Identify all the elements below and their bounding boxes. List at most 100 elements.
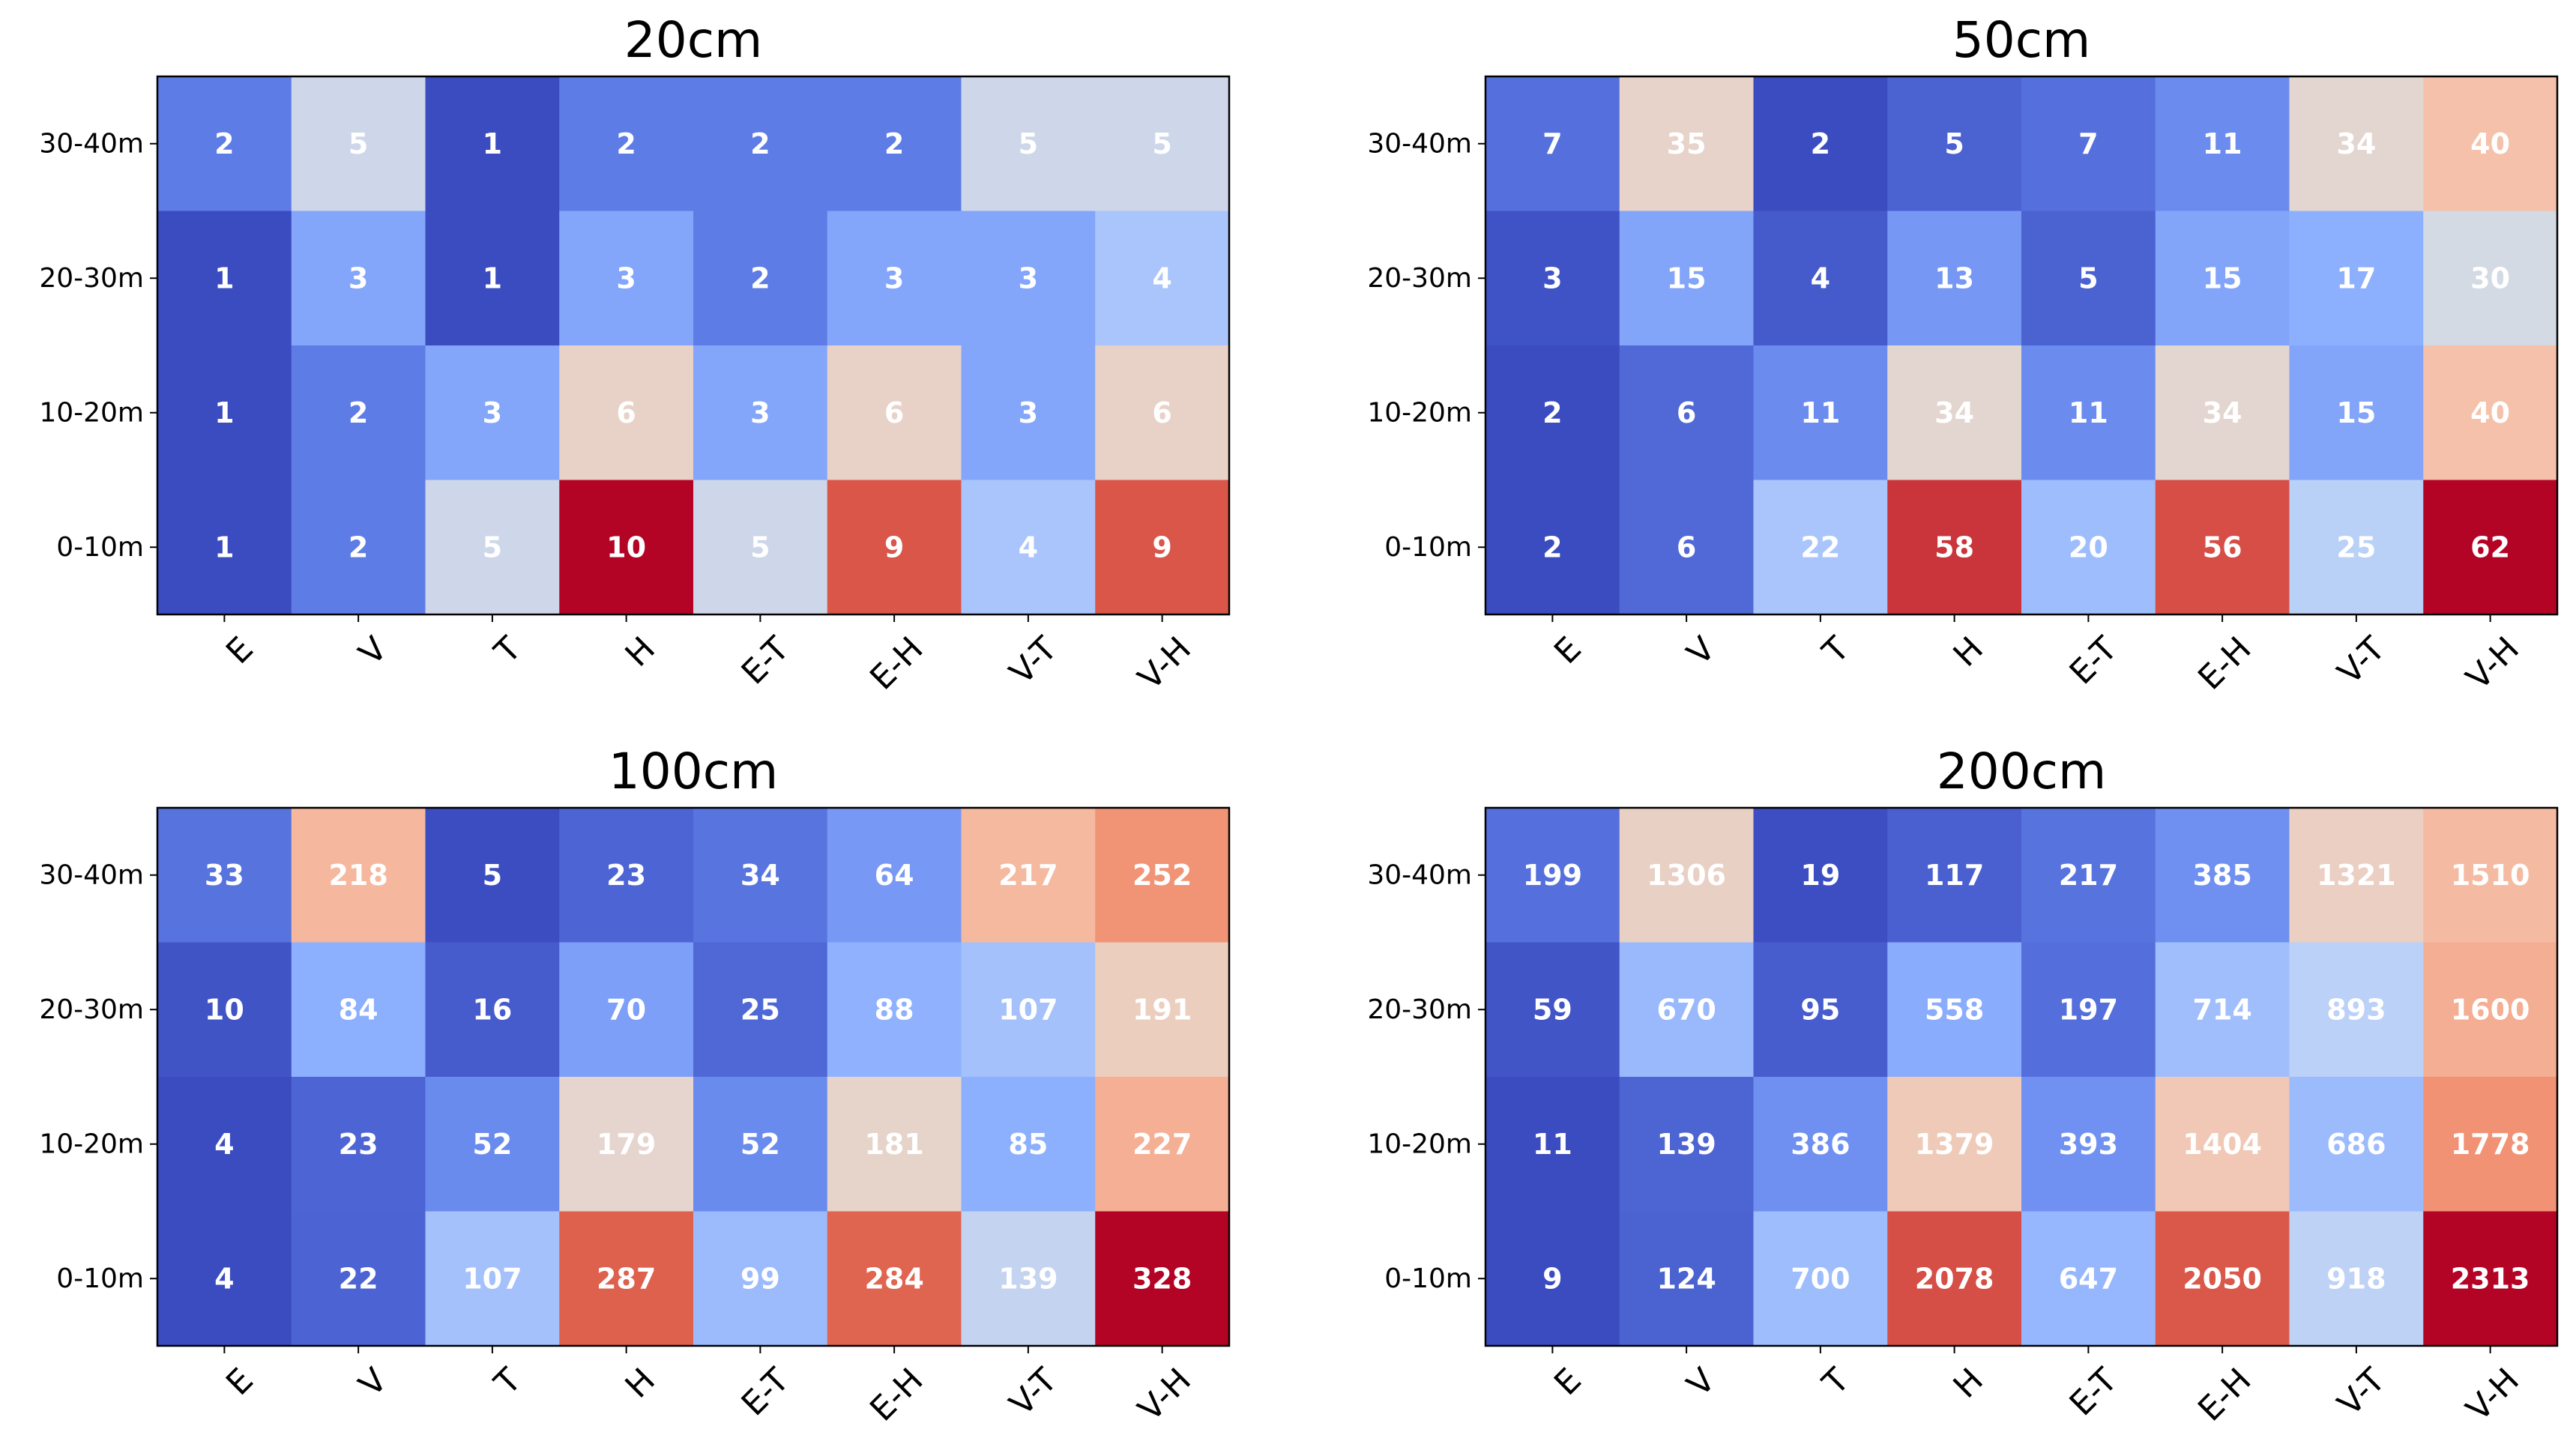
cell-value-label: 3 xyxy=(349,262,368,294)
y-tick-label: 0-10m xyxy=(1384,532,1472,563)
cell-value-label: 15 xyxy=(2203,262,2242,294)
cell-value-label: 1 xyxy=(483,127,502,160)
heatmap-cell xyxy=(827,480,962,615)
cell-value-label: 5 xyxy=(750,531,770,564)
cell-value-label: 56 xyxy=(2203,531,2242,564)
cell-value-label: 4 xyxy=(1152,262,1171,294)
cell-value-label: 11 xyxy=(1533,1128,1572,1161)
heatmap-cell xyxy=(425,942,560,1078)
heatmap-cell xyxy=(291,1211,426,1347)
heatmap-cell xyxy=(157,480,292,615)
cell-value-label: 59 xyxy=(1533,993,1572,1026)
heatmap-cell xyxy=(291,942,426,1078)
x-tick-label: H xyxy=(1946,1361,1991,1405)
y-tick-label: 30-40m xyxy=(1367,860,1472,890)
heatmap-cell xyxy=(2289,808,2424,943)
cell-value-label: 88 xyxy=(875,993,914,1026)
cell-value-label: 107 xyxy=(998,993,1058,1026)
heatmap-cell xyxy=(827,345,962,481)
y-tick-label: 10-20m xyxy=(39,397,144,428)
heatmap-cell xyxy=(961,345,1096,481)
cell-value-label: 64 xyxy=(875,859,914,892)
heatmap-cell xyxy=(1619,1211,1755,1347)
heatmap-cell xyxy=(1095,211,1230,346)
cell-value-label: 252 xyxy=(1132,859,1192,892)
cell-value-label: 6 xyxy=(1677,396,1696,429)
cell-value-label: 62 xyxy=(2470,531,2510,564)
heatmap-cell xyxy=(157,942,292,1078)
heatmap-cell xyxy=(425,1211,560,1347)
cell-value-label: 3 xyxy=(1019,396,1038,429)
heatmap-cell xyxy=(425,1077,560,1212)
heatmap-cell xyxy=(2155,211,2290,346)
heatmap-cell xyxy=(1753,1077,1888,1212)
cell-value-label: 40 xyxy=(2470,396,2510,429)
y-tick-label: 20-30m xyxy=(1367,263,1472,294)
y-tick-label: 30-40m xyxy=(1367,128,1472,159)
cell-value-label: 4 xyxy=(214,1262,234,1295)
cell-value-label: 6 xyxy=(1677,531,1696,564)
cell-value-label: 7 xyxy=(2078,127,2098,160)
cell-value-label: 3 xyxy=(750,396,770,429)
panel-title: 20cm xyxy=(624,11,763,69)
cell-value-label: 1 xyxy=(214,262,234,294)
cell-value-label: 328 xyxy=(1132,1262,1192,1295)
heatmap-cell xyxy=(425,808,560,943)
cell-value-label: 4 xyxy=(1811,262,1830,294)
y-tick-label: 10-20m xyxy=(1367,1129,1472,1159)
cell-value-label: 52 xyxy=(740,1128,780,1161)
x-tick-label: V-H xyxy=(2459,629,2527,697)
cell-value-label: 179 xyxy=(597,1128,656,1161)
cell-value-label: 34 xyxy=(2203,396,2242,429)
cell-value-label: 124 xyxy=(1656,1262,1716,1295)
x-tick-label: V xyxy=(352,629,394,672)
heatmap-cell xyxy=(1485,1211,1620,1347)
heatmap-cell xyxy=(2289,1077,2424,1212)
cell-value-label: 1306 xyxy=(1647,859,1726,892)
cell-value-label: 6 xyxy=(1152,396,1171,429)
heatmap-cell xyxy=(2423,1077,2558,1212)
heatmap-cell xyxy=(1485,345,1620,481)
cell-value-label: 22 xyxy=(339,1262,378,1295)
cell-value-label: 2 xyxy=(214,127,234,160)
cell-value-label: 7 xyxy=(1542,127,1562,160)
cell-value-label: 918 xyxy=(2326,1262,2386,1295)
cell-value-label: 5 xyxy=(483,531,502,564)
heatmap-cell xyxy=(2423,76,2558,212)
x-tick-label: E-T xyxy=(735,629,797,692)
cell-value-label: 1600 xyxy=(2451,993,2530,1026)
heatmap-cell xyxy=(1887,211,2022,346)
cell-value-label: 2 xyxy=(750,127,770,160)
cell-value-label: 2 xyxy=(884,127,904,160)
heatmap-cell xyxy=(827,942,962,1078)
x-tick-label: T xyxy=(486,629,528,671)
heatmap-cell xyxy=(2021,480,2156,615)
cell-value-label: 84 xyxy=(339,993,378,1026)
axes-frame xyxy=(1484,806,2559,1347)
heatmap-cell xyxy=(2155,76,2290,212)
heatmap-cell xyxy=(2021,808,2156,943)
heatmap-cell xyxy=(2289,345,2424,481)
cell-value-label: 15 xyxy=(2336,396,2376,429)
heatmap-cell xyxy=(1095,942,1230,1078)
heatmap-cell xyxy=(425,76,560,212)
heatmap-cell xyxy=(961,211,1096,346)
cell-value-label: 2313 xyxy=(2451,1262,2530,1295)
cell-value-label: 5 xyxy=(2078,262,2098,294)
heatmap-cell xyxy=(693,1077,828,1212)
cell-value-label: 10 xyxy=(606,531,646,564)
heatmap-cell xyxy=(827,76,962,212)
heatmap-cell xyxy=(827,1077,962,1212)
heatmap-cell xyxy=(291,211,426,346)
cell-value-label: 25 xyxy=(740,993,780,1026)
cell-value-label: 393 xyxy=(2059,1128,2118,1161)
y-tick-label: 20-30m xyxy=(39,263,144,294)
x-tick-label: T xyxy=(486,1361,528,1403)
heatmap-cell xyxy=(961,76,1096,212)
heatmap-cell xyxy=(1619,76,1755,212)
cell-value-label: 52 xyxy=(472,1128,512,1161)
heatmap-cell xyxy=(2423,480,2558,615)
y-tick-label: 10-20m xyxy=(39,1129,144,1159)
x-tick-label: V-H xyxy=(2459,1361,2527,1428)
cell-value-label: 3 xyxy=(1019,262,1038,294)
